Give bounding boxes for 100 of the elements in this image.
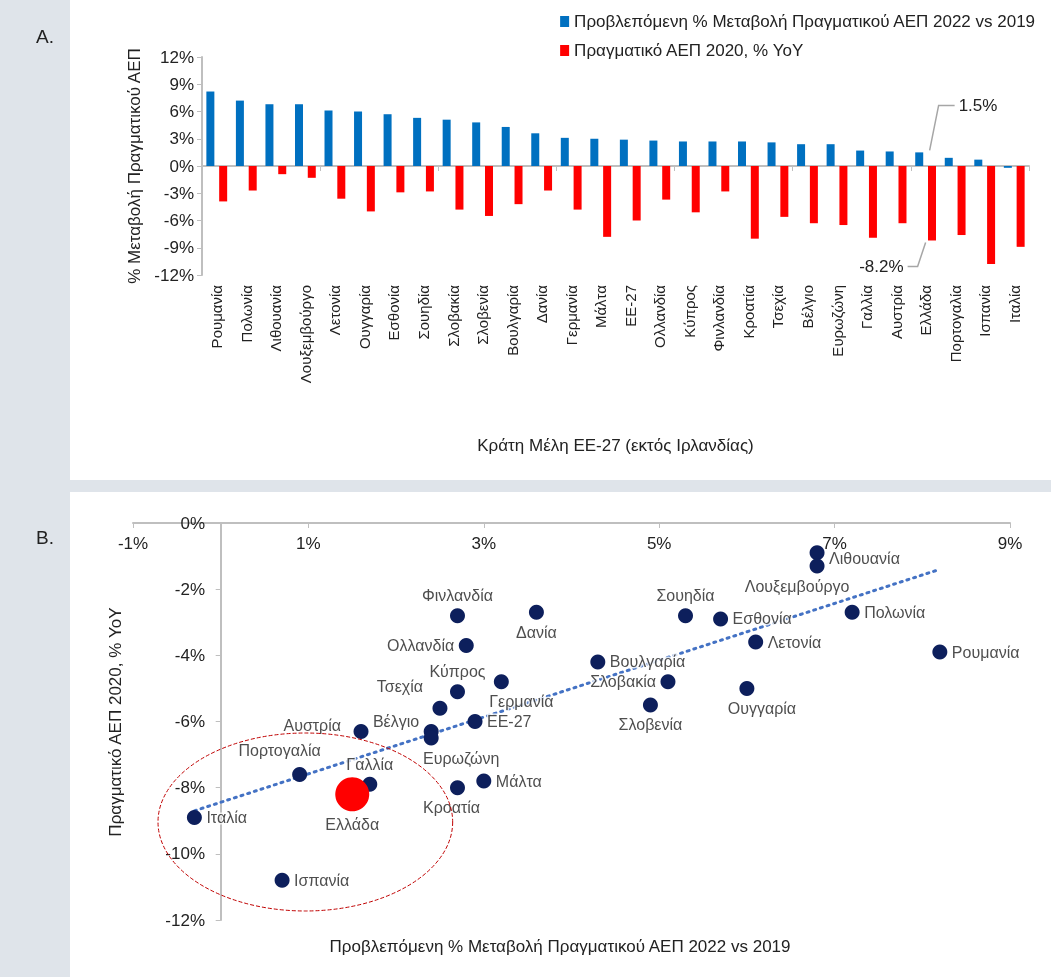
bar: [974, 159, 983, 166]
annotation: Ελλάδα: [325, 815, 380, 833]
annotation: Βέλγιο: [372, 712, 420, 730]
point: [809, 545, 825, 561]
bar: [235, 100, 244, 166]
x-tick-label: Ρουμανία: [208, 284, 226, 349]
bar: [366, 166, 375, 212]
annotation: Σλοβενία: [618, 716, 683, 734]
x-tick-label: ΕΕ-27: [621, 285, 639, 327]
annotation: Γαλλία: [346, 755, 394, 773]
point: [335, 777, 370, 812]
y-tick-label: -3%: [163, 183, 194, 203]
annotation: Ιταλία: [206, 808, 247, 826]
point: [748, 634, 764, 650]
bar: [265, 104, 274, 166]
text: B.: [36, 527, 54, 549]
bar: [839, 166, 848, 226]
bar: [531, 133, 540, 166]
x-tick-label: Ισπανία: [976, 284, 994, 337]
bar: [708, 141, 717, 166]
bar: [248, 166, 257, 191]
bar: [206, 91, 215, 166]
y-axis-title: % Μεταβολή Πραγματικού ΑΕΠ: [125, 48, 145, 284]
x-tick-label: Λετονία: [326, 284, 344, 336]
point: [590, 654, 606, 670]
annotation: Ολλανδία: [387, 636, 455, 654]
x-tick-label: Σλοβακία: [444, 284, 462, 347]
annotation: Ισπανία: [294, 871, 350, 889]
text: A.: [36, 26, 54, 48]
legend-label: Πραγματικό ΑΕΠ 2020, % YoY: [574, 41, 804, 60]
bar: [767, 142, 776, 166]
bar: [856, 150, 865, 166]
bar: [354, 111, 363, 166]
point: [660, 674, 676, 690]
annotation: Ρουμανία: [951, 643, 1020, 661]
bar: [383, 114, 392, 166]
bar: [721, 166, 730, 192]
bar: [307, 166, 316, 178]
bar: [691, 166, 700, 213]
y-tick-label: -6%: [163, 211, 194, 230]
x-tick-label: Γαλλία: [858, 284, 876, 329]
y-tick-label: 0%: [169, 156, 194, 176]
bar: [514, 166, 523, 205]
x-tick-label: Ιταλία: [1005, 284, 1023, 324]
bar: [324, 110, 333, 166]
bar: [809, 166, 818, 224]
point: [493, 674, 509, 690]
bar: [484, 166, 493, 216]
annotation: ΕΕ-27: [487, 713, 532, 730]
annotation: Μάλτα: [495, 772, 542, 790]
bar: [396, 166, 405, 193]
point: [476, 773, 492, 789]
x-tick-label: Σλοβενία: [474, 284, 492, 345]
point: [809, 558, 825, 574]
bar: [780, 166, 789, 217]
point: [528, 604, 544, 620]
annotation: Πολωνία: [864, 603, 926, 621]
bar: [472, 122, 481, 166]
x-tick-label: 7%: [822, 534, 847, 553]
x-tick-label: Ελλάδα: [917, 284, 935, 336]
bar: [619, 139, 628, 166]
point: [713, 611, 729, 627]
x-tick-label: Φινλανδία: [710, 284, 728, 352]
x-axis-title: Κράτη Μέλη ΕΕ-27 (εκτός Ιρλανδίας): [477, 436, 754, 455]
bar: [219, 166, 228, 202]
x-tick-label: Λιθουανία: [267, 284, 285, 352]
bar: [560, 137, 569, 166]
annotation: Σουηδία: [656, 587, 715, 605]
annotation: Κροατία: [422, 799, 481, 817]
point: [467, 714, 483, 729]
y-tick-label: -10%: [165, 844, 205, 864]
y-tick-label: -12%: [154, 265, 194, 285]
y-axis-title: Πραγματικό ΑΕΠ 2020, % YoY: [105, 607, 125, 837]
annotation: Ουγγαρία: [727, 699, 797, 717]
x-tick-label: Τσεχία: [769, 284, 787, 329]
point: [274, 872, 290, 888]
point: [450, 780, 465, 796]
bar: [649, 140, 658, 166]
bar: [928, 166, 937, 241]
point: [844, 604, 860, 620]
bar: [1016, 166, 1025, 247]
point: [458, 637, 474, 653]
x-axis-title: Προβλεπόμενη % Μεταβολή Πραγματικού ΑΕΠ 2022 vs 2019: [329, 937, 791, 956]
y-tick-label: 9%: [169, 74, 194, 94]
x-tick-label: 5%: [646, 534, 672, 553]
point: [678, 608, 694, 624]
x-tick-label: Μάλτα: [592, 284, 610, 329]
bar: [632, 166, 641, 221]
annotation: 1.5%: [958, 95, 998, 115]
annotation: Φινλανδία: [421, 587, 494, 605]
bar: [294, 104, 303, 166]
bar: [957, 166, 966, 236]
x-tick-label: 9%: [997, 534, 1023, 553]
annotation: Εσθονία: [732, 610, 792, 628]
x-tick-label: -1%: [117, 534, 149, 553]
bar: [885, 151, 894, 166]
y-tick-label: 3%: [169, 129, 194, 149]
y-tick-label: 0%: [180, 513, 205, 533]
point: [292, 766, 308, 782]
annotation: Λιθουανία: [829, 550, 900, 568]
